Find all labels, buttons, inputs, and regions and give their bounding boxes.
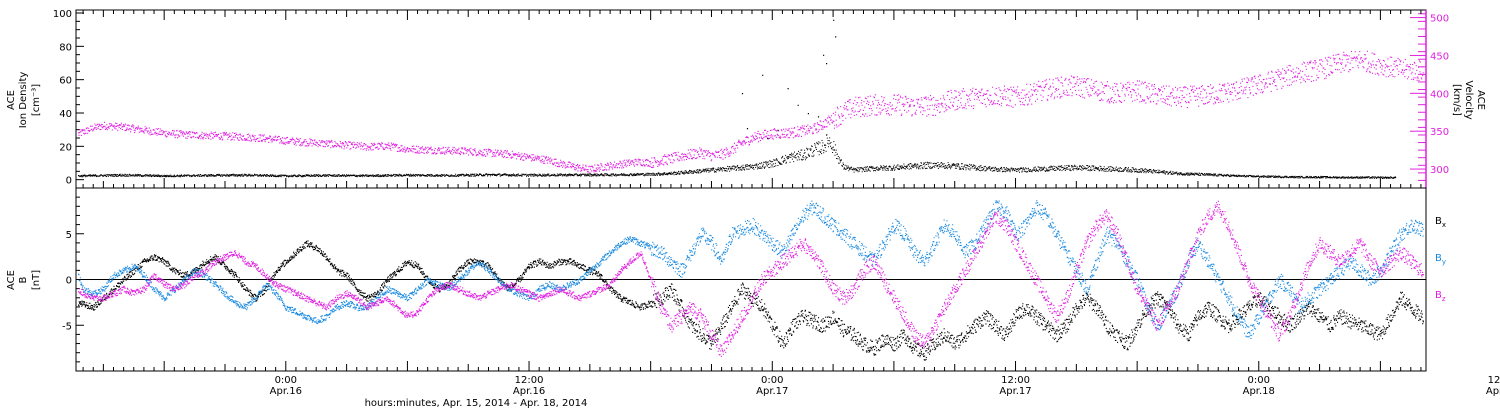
x-tick-date: Apr.16 <box>513 386 545 397</box>
top-ytick-label: 100 <box>53 9 72 20</box>
x-tick-time: 0:00 <box>275 375 297 386</box>
top-ytick-label: 40 <box>59 109 72 120</box>
bottom-ylabel-line1: ACE <box>6 270 17 290</box>
top-ytick-label: 80 <box>59 42 72 53</box>
x-tick-time: 12:00 <box>515 375 544 386</box>
legend-bx: Bx <box>1435 216 1446 229</box>
velocity-tick-label: 400 <box>1430 89 1449 100</box>
top-right-ylabel: ACE Velocity [km/s] <box>1451 80 1486 119</box>
top-data-layer <box>78 19 1424 180</box>
bottom-y-axis: -5 0 5 <box>62 196 1426 363</box>
top-panel-frame <box>75 9 1427 189</box>
x-tick-time: 12:00 <box>1001 375 1030 386</box>
bottom-ylabel-line2: B <box>18 276 29 283</box>
bottom-ylabel-line3: [nT] <box>31 270 42 290</box>
x-axis: 0:00Apr.1612:00Apr.160:00Apr.1712:00Apr.… <box>82 10 1500 397</box>
velocity-tick-label: 450 <box>1430 51 1449 62</box>
x-tick-date: Apr.17 <box>756 386 788 397</box>
legend-bx-label: Bx <box>1435 216 1446 229</box>
top-ylabel-line3: [cm⁻³] <box>31 84 42 116</box>
velocity-tick-label: 300 <box>1430 165 1449 176</box>
x-tick-date: Apr.16 <box>270 386 302 397</box>
legend-bz-label: Bz <box>1435 290 1446 303</box>
bottom-panel: -5 0 5 ACE B [nT] Bx By Bz <box>6 187 1446 372</box>
legend-bz: Bz <box>1435 290 1446 303</box>
velocity-label-line3: [km/s] <box>1451 84 1462 116</box>
top-panel: 0 20 40 60 80 100 300 350 400 450 500 ACE Ion Den… <box>6 9 1486 189</box>
b-series-bz <box>78 200 1424 357</box>
legend-by-label: By <box>1435 253 1446 266</box>
top-ytick-label: 0 <box>66 176 72 187</box>
top-right-y-axis: 300 350 400 450 500 <box>1410 10 1449 188</box>
b-series-by <box>78 200 1424 339</box>
top-ytick-label: 20 <box>59 142 72 153</box>
top-ytick-label: 60 <box>59 76 72 87</box>
top-left-ylabel: ACE Ion Density [cm⁻³] <box>6 72 42 129</box>
velocity-label-line2: Velocity <box>1463 80 1474 119</box>
x-tick-date: Apr.18 <box>1243 386 1275 397</box>
bottom-left-ylabel: ACE B [nT] <box>6 270 42 290</box>
legend-by: By <box>1435 253 1446 266</box>
x-tick-date: Apr.17 <box>999 386 1031 397</box>
velocity-series <box>78 50 1424 174</box>
top-ylabel-line1: ACE <box>6 90 17 110</box>
top-left-y-axis: 0 20 40 60 80 100 <box>53 9 84 187</box>
bottom-data-layer <box>78 200 1424 361</box>
x-tick-time: 0:00 <box>761 375 783 386</box>
velocity-label-line1: ACE <box>1475 90 1486 110</box>
bottom-ytick-label: 5 <box>66 230 72 241</box>
velocity-tick-label: 500 <box>1430 14 1449 25</box>
bottom-ytick-label: 0 <box>66 276 72 287</box>
density-series <box>78 19 1397 180</box>
x-axis-title: hours:minutes, Apr. 15, 2014 - Apr. 18, … <box>365 398 588 409</box>
top-ylabel-line2: Ion Density <box>18 72 29 129</box>
b-legend: Bx By Bz <box>1435 216 1446 303</box>
bottom-ytick-label: -5 <box>62 321 72 332</box>
x-tick-time: 0:00 <box>1248 375 1270 386</box>
x-tick-date: Apr.18 <box>1486 386 1500 397</box>
velocity-tick-label: 350 <box>1430 127 1449 138</box>
x-tick-time: 12:00 <box>1488 375 1500 386</box>
b-series-bx <box>78 240 1424 361</box>
